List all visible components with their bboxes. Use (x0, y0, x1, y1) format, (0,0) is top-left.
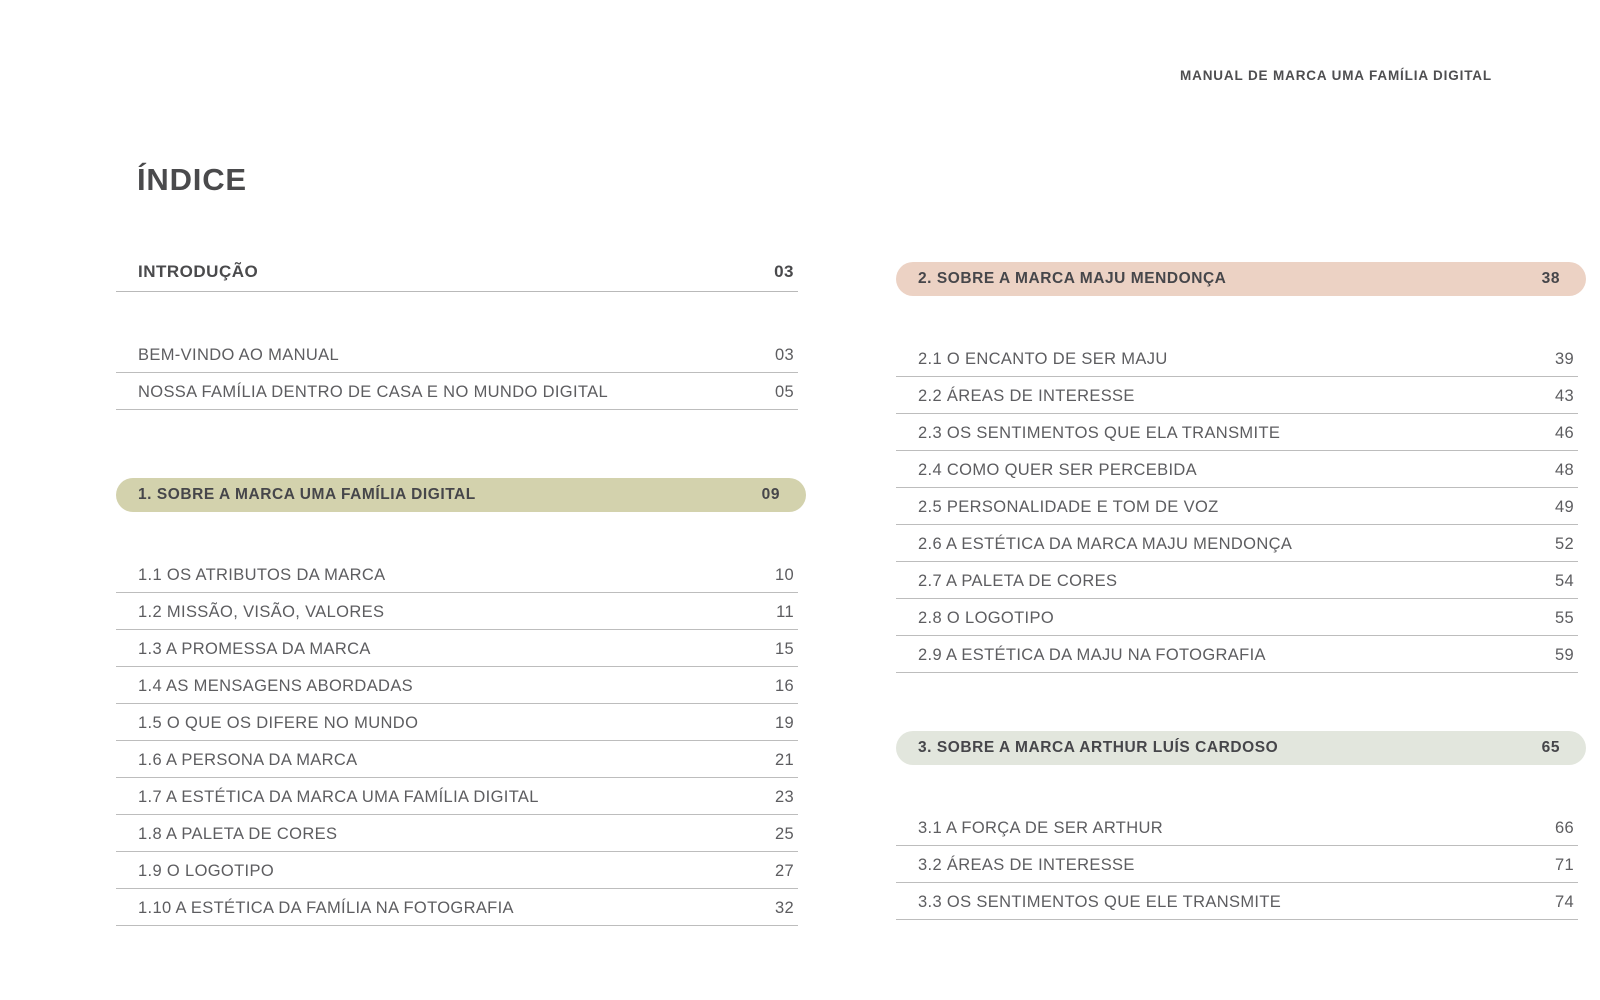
toc-item-page: 16 (774, 677, 794, 695)
toc-item-label: NOSSA FAMÍLIA DENTRO DE CASA E NO MUNDO … (138, 383, 608, 401)
toc-sublist-section-1: 1.1 OS ATRIBUTOS DA MARCA 10 1.2 MISSÃO,… (116, 566, 798, 926)
toc-item[interactable]: BEM-VINDO AO MANUAL 03 (116, 346, 798, 373)
toc-item-label: 3.3 OS SENTIMENTOS QUE ELE TRANSMITE (918, 893, 1282, 911)
toc-item[interactable]: 3.2 ÁREAS DE INTERESSE 71 (896, 856, 1578, 883)
spacer (116, 410, 806, 478)
toc-item[interactable]: 1.2 MISSÃO, VISÃO, VALORES 11 (116, 603, 798, 630)
toc-item-page: 74 (1554, 893, 1574, 911)
toc-item-label: 1.5 O QUE OS DIFERE NO MUNDO (138, 714, 419, 732)
toc-item[interactable]: 3.3 OS SENTIMENTOS QUE ELE TRANSMITE 74 (896, 893, 1578, 920)
spacer (896, 296, 1586, 340)
toc-entry-introducao[interactable]: INTRODUÇÃO 03 (116, 262, 798, 292)
toc-item-label: 2.3 OS SENTIMENTOS QUE ELA TRANSMITE (918, 424, 1281, 442)
toc-section-page: 38 (1541, 270, 1560, 287)
toc-item-page: 27 (774, 862, 794, 880)
toc-sublist-introducao: BEM-VINDO AO MANUAL 03 NOSSA FAMÍLIA DEN… (116, 346, 798, 410)
page-title: ÍNDICE (137, 162, 247, 197)
spacer (116, 512, 806, 556)
toc-item-page: 55 (1554, 609, 1574, 627)
toc-item[interactable]: 2.7 A PALETA DE CORES 54 (896, 572, 1578, 599)
toc-item[interactable]: 1.3 A PROMESSA DA MARCA 15 (116, 640, 798, 667)
running-header-title: MANUAL DE MARCA UMA FAMÍLIA DIGITAL (1180, 68, 1492, 83)
toc-item[interactable]: 1.10 A ESTÉTICA DA FAMÍLIA NA FOTOGRAFIA… (116, 899, 798, 926)
toc-item-page: 52 (1554, 535, 1574, 553)
toc-item-label: 1.6 A PERSONA DA MARCA (138, 751, 358, 769)
toc-entry-page: 03 (774, 262, 794, 281)
toc-item[interactable]: 2.1 O ENCANTO DE SER MAJU 39 (896, 350, 1578, 377)
toc-item-label: 1.2 MISSÃO, VISÃO, VALORES (138, 603, 385, 621)
toc-section-page: 09 (761, 486, 780, 503)
toc-item[interactable]: 2.5 PERSONALIDADE E TOM DE VOZ 49 (896, 498, 1578, 525)
toc-item-label: 1.1 OS ATRIBUTOS DA MARCA (138, 566, 386, 584)
toc-item-page: 48 (1554, 461, 1574, 479)
toc-item[interactable]: 3.1 A FORÇA DE SER ARTHUR 66 (896, 819, 1578, 846)
toc-section-page: 65 (1541, 739, 1560, 756)
toc-item-page: 23 (774, 788, 794, 806)
toc-item-label: 1.10 A ESTÉTICA DA FAMÍLIA NA FOTOGRAFIA (138, 899, 514, 917)
toc-sublist-section-3: 3.1 A FORÇA DE SER ARTHUR 66 3.2 ÁREAS D… (896, 819, 1578, 920)
toc-item-label: 2.6 A ESTÉTICA DA MARCA MAJU MENDONÇA (918, 535, 1293, 553)
toc-item-page: 46 (1554, 424, 1574, 442)
toc-item-page: 25 (774, 825, 794, 843)
toc-item-page: 19 (774, 714, 794, 732)
toc-item-page: 21 (774, 751, 794, 769)
toc-item-label: 1.9 O LOGOTIPO (138, 862, 275, 880)
toc-item[interactable]: 1.9 O LOGOTIPO 27 (116, 862, 798, 889)
toc-column-right: 2. SOBRE A MARCA MAJU MENDONÇA 38 2.1 O … (896, 262, 1586, 926)
toc-item-page: 66 (1554, 819, 1574, 837)
toc-item-label: 2.8 O LOGOTIPO (918, 609, 1055, 627)
toc-item-page: 49 (1554, 498, 1574, 516)
toc-section-label: 1. SOBRE A MARCA UMA FAMÍLIA DIGITAL (138, 486, 476, 503)
toc-item-label: 3.2 ÁREAS DE INTERESSE (918, 856, 1135, 874)
toc-sublist-section-2: 2.1 O ENCANTO DE SER MAJU 39 2.2 ÁREAS D… (896, 350, 1578, 673)
toc-item-label: 2.1 O ENCANTO DE SER MAJU (918, 350, 1168, 368)
toc-item-page: 39 (1554, 350, 1574, 368)
toc-item-page: 32 (774, 899, 794, 917)
toc-section-label: 3. SOBRE A MARCA ARTHUR LUÍS CARDOSO (918, 739, 1279, 756)
toc-column-left: INTRODUÇÃO 03 BEM-VINDO AO MANUAL 03 NOS… (116, 262, 806, 926)
toc-item[interactable]: 2.8 O LOGOTIPO 55 (896, 609, 1578, 636)
toc-item[interactable]: 2.9 A ESTÉTICA DA MAJU NA FOTOGRAFIA 59 (896, 646, 1578, 673)
toc-item-label: 2.4 COMO QUER SER PERCEBIDA (918, 461, 1198, 479)
toc-section-header-2[interactable]: 2. SOBRE A MARCA MAJU MENDONÇA 38 (896, 262, 1586, 296)
toc-item[interactable]: 1.8 A PALETA DE CORES 25 (116, 825, 798, 852)
spacer (116, 292, 806, 336)
spacer (896, 765, 1586, 809)
toc-item[interactable]: 2.6 A ESTÉTICA DA MARCA MAJU MENDONÇA 52 (896, 535, 1578, 562)
toc-section-header-3[interactable]: 3. SOBRE A MARCA ARTHUR LUÍS CARDOSO 65 (896, 731, 1586, 765)
toc-item[interactable]: 2.2 ÁREAS DE INTERESSE 43 (896, 387, 1578, 414)
toc-item-page: 43 (1554, 387, 1574, 405)
toc-item-label: 1.3 A PROMESSA DA MARCA (138, 640, 371, 658)
toc-section-label: 2. SOBRE A MARCA MAJU MENDONÇA (918, 270, 1227, 287)
toc-item-page: 59 (1554, 646, 1574, 664)
toc-columns: INTRODUÇÃO 03 BEM-VINDO AO MANUAL 03 NOS… (0, 262, 1600, 926)
toc-item[interactable]: 2.4 COMO QUER SER PERCEBIDA 48 (896, 461, 1578, 488)
toc-item-label: 1.4 AS MENSAGENS ABORDADAS (138, 677, 414, 695)
toc-item[interactable]: 1.4 AS MENSAGENS ABORDADAS 16 (116, 677, 798, 704)
spacer (896, 673, 1586, 731)
toc-item[interactable]: 1.1 OS ATRIBUTOS DA MARCA 10 (116, 566, 798, 593)
toc-item-label: BEM-VINDO AO MANUAL (138, 346, 340, 364)
toc-item-label: 2.2 ÁREAS DE INTERESSE (918, 387, 1135, 405)
toc-item[interactable]: 2.3 OS SENTIMENTOS QUE ELA TRANSMITE 46 (896, 424, 1578, 451)
toc-item-label: 3.1 A FORÇA DE SER ARTHUR (918, 819, 1164, 837)
toc-entry-label: INTRODUÇÃO (138, 262, 259, 281)
toc-item-page: 10 (774, 566, 794, 584)
toc-item[interactable]: 1.7 A ESTÉTICA DA MARCA UMA FAMÍLIA DIGI… (116, 788, 798, 815)
toc-item[interactable]: NOSSA FAMÍLIA DENTRO DE CASA E NO MUNDO … (116, 383, 798, 410)
toc-item-page: 54 (1554, 572, 1574, 590)
toc-item[interactable]: 1.6 A PERSONA DA MARCA 21 (116, 751, 798, 778)
toc-item-page: 15 (774, 640, 794, 658)
toc-item-label: 1.8 A PALETA DE CORES (138, 825, 338, 843)
toc-section-header-1[interactable]: 1. SOBRE A MARCA UMA FAMÍLIA DIGITAL 09 (116, 478, 806, 512)
toc-item[interactable]: 1.5 O QUE OS DIFERE NO MUNDO 19 (116, 714, 798, 741)
toc-item-page: 05 (774, 383, 794, 401)
toc-item-page: 71 (1554, 856, 1574, 874)
toc-item-label: 2.5 PERSONALIDADE E TOM DE VOZ (918, 498, 1219, 516)
toc-item-page: 03 (774, 346, 794, 364)
toc-item-page: 11 (776, 603, 794, 621)
toc-item-label: 2.9 A ESTÉTICA DA MAJU NA FOTOGRAFIA (918, 646, 1266, 664)
toc-item-label: 1.7 A ESTÉTICA DA MARCA UMA FAMÍLIA DIGI… (138, 788, 539, 806)
toc-item-label: 2.7 A PALETA DE CORES (918, 572, 1118, 590)
